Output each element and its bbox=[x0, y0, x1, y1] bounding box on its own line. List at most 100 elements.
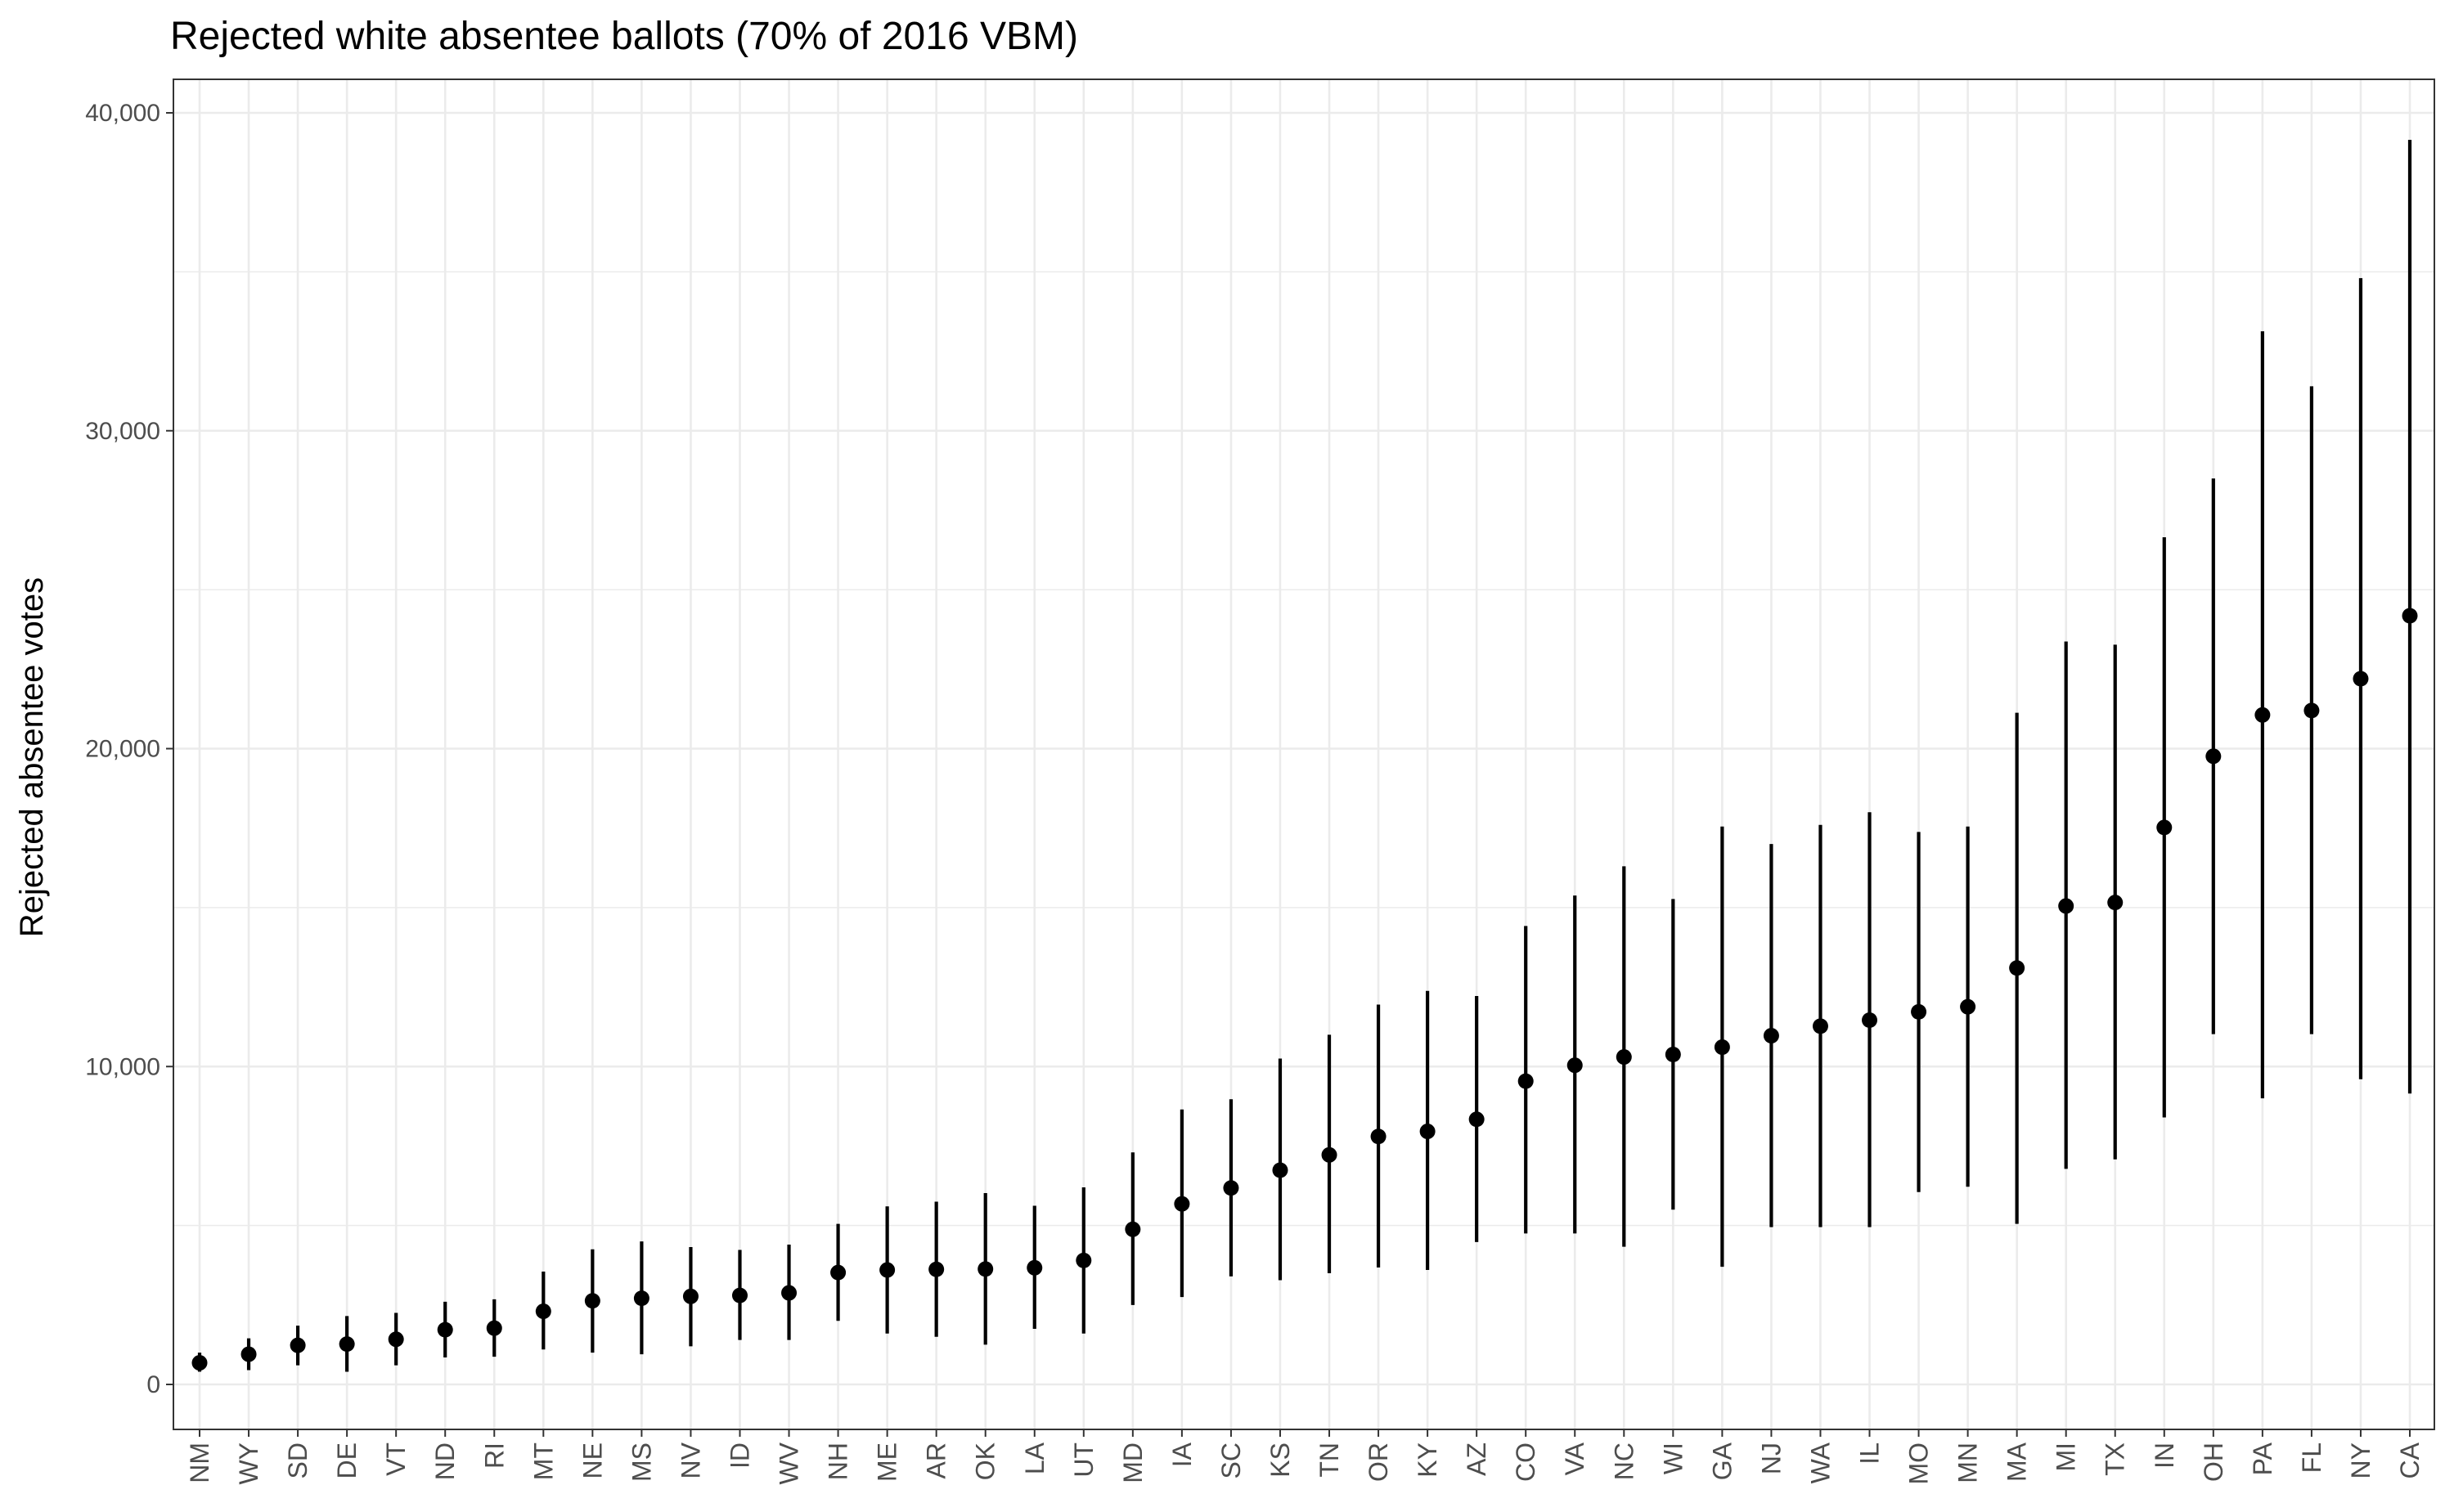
x-tick-label-vt: VT bbox=[381, 1442, 411, 1476]
point-ia bbox=[1174, 1196, 1190, 1212]
point-wv bbox=[781, 1285, 798, 1301]
point-wi bbox=[1665, 1046, 1681, 1062]
point-nd bbox=[437, 1321, 453, 1338]
point-in bbox=[2156, 819, 2173, 836]
x-tick-label-la: LA bbox=[1020, 1442, 1049, 1474]
point-or bbox=[1370, 1128, 1387, 1145]
point-nj bbox=[1763, 1028, 1779, 1044]
point-wy bbox=[240, 1346, 257, 1362]
x-tick-label-ca: CA bbox=[2395, 1442, 2425, 1478]
x-tick-label-nv: NV bbox=[676, 1442, 705, 1478]
x-tick-label-oh: OH bbox=[2199, 1442, 2228, 1482]
x-tick-label-md: MD bbox=[1118, 1442, 1148, 1483]
x-tick-label-or: OR bbox=[1364, 1442, 1393, 1482]
point-sc bbox=[1223, 1180, 1239, 1196]
x-tick-label-ms: MS bbox=[627, 1442, 656, 1482]
x-tick-label-mt: MT bbox=[528, 1442, 558, 1480]
data-points bbox=[191, 608, 2418, 1371]
x-tick-label-wa: WA bbox=[1805, 1442, 1835, 1483]
point-mo bbox=[1911, 1003, 1927, 1020]
x-tick-label-sc: SC bbox=[1216, 1442, 1246, 1478]
x-tick-label-va: VA bbox=[1560, 1442, 1589, 1475]
y-axis-label: Rejected absentee votes bbox=[14, 577, 50, 937]
x-tick-label-ga: GA bbox=[1707, 1442, 1737, 1480]
x-tick-label-ky: KY bbox=[1413, 1442, 1442, 1478]
x-tick-label-wv: WV bbox=[775, 1442, 804, 1484]
point-vt bbox=[388, 1331, 404, 1348]
y-axis-ticks: 0 10,000 20,000 30,000 40,000 bbox=[85, 100, 173, 1398]
x-tick-label-mo: MO bbox=[1904, 1442, 1934, 1485]
point-ma bbox=[2009, 960, 2025, 976]
x-tick-label-fl: FL bbox=[2297, 1442, 2326, 1473]
point-oh bbox=[2205, 748, 2222, 765]
x-tick-label-co: CO bbox=[1511, 1442, 1540, 1482]
x-tick-label-wi: WI bbox=[1658, 1442, 1688, 1474]
plot-panel bbox=[173, 79, 2434, 1429]
point-id bbox=[731, 1287, 748, 1303]
point-mi bbox=[2058, 898, 2074, 914]
point-ms bbox=[633, 1290, 649, 1307]
y-tick-label: 20,000 bbox=[85, 736, 160, 763]
point-tn bbox=[1321, 1146, 1337, 1163]
point-md bbox=[1125, 1221, 1141, 1237]
x-tick-label-wy: WY bbox=[234, 1442, 263, 1485]
point-ri bbox=[486, 1320, 502, 1336]
x-tick-label-ri: RI bbox=[479, 1442, 509, 1469]
point-fl bbox=[2303, 702, 2320, 719]
y-tick-label: 0 bbox=[146, 1371, 160, 1398]
point-ut bbox=[1076, 1252, 1092, 1268]
x-tick-label-in: IN bbox=[2150, 1442, 2179, 1469]
x-tick-label-sd: SD bbox=[283, 1442, 312, 1478]
point-co bbox=[1517, 1073, 1534, 1089]
point-ca bbox=[2402, 608, 2418, 624]
point-nc bbox=[1616, 1049, 1632, 1066]
y-tick-label: 30,000 bbox=[85, 418, 160, 445]
point-ks bbox=[1272, 1162, 1288, 1178]
x-tick-label-ma: MA bbox=[2002, 1442, 2032, 1482]
x-tick-label-nd: ND bbox=[430, 1442, 460, 1480]
x-tick-label-nc: NC bbox=[1609, 1442, 1638, 1480]
x-tick-label-il: IL bbox=[1855, 1442, 1885, 1465]
y-tick-label: 40,000 bbox=[85, 100, 160, 127]
point-nm bbox=[191, 1355, 208, 1371]
panel-border bbox=[173, 79, 2435, 1430]
point-nh bbox=[830, 1264, 847, 1281]
x-tick-label-mn: MN bbox=[1953, 1442, 1983, 1483]
chart-title: Rejected white absentee ballots (70% of … bbox=[170, 15, 1078, 58]
x-tick-label-ok: OK bbox=[971, 1442, 1000, 1480]
x-tick-label-tn: TN bbox=[1315, 1442, 1344, 1478]
point-ny bbox=[2353, 671, 2369, 687]
point-mt bbox=[535, 1303, 551, 1320]
point-ga bbox=[1714, 1039, 1730, 1056]
x-tick-label-az: AZ bbox=[1462, 1442, 1491, 1476]
x-tick-label-nj: NJ bbox=[1756, 1442, 1786, 1474]
point-de bbox=[339, 1336, 355, 1353]
x-tick-label-ks: KS bbox=[1265, 1442, 1295, 1478]
point-mn bbox=[1960, 998, 1976, 1015]
x-tick-label-tx: TX bbox=[2101, 1442, 2130, 1476]
x-tick-label-mi: MI bbox=[2052, 1442, 2081, 1472]
x-tick-label-de: DE bbox=[332, 1442, 362, 1478]
point-sd bbox=[290, 1337, 306, 1353]
point-va bbox=[1566, 1057, 1583, 1074]
point-az bbox=[1468, 1111, 1485, 1128]
point-la bbox=[1027, 1259, 1043, 1276]
point-wa bbox=[1812, 1018, 1828, 1034]
point-nv bbox=[682, 1288, 699, 1304]
x-tick-label-nm: NM bbox=[185, 1442, 214, 1483]
x-tick-label-me: ME bbox=[873, 1442, 902, 1482]
x-tick-label-ar: AR bbox=[922, 1442, 951, 1478]
x-tick-label-ut: UT bbox=[1069, 1442, 1099, 1478]
x-axis-ticks: NM WY SD DE VT ND RI MT NE MS NV ID WV NH ME AR OK LA UT MD… bbox=[185, 1429, 2425, 1485]
x-tick-label-ny: NY bbox=[2346, 1442, 2375, 1478]
point-me bbox=[879, 1262, 896, 1278]
x-tick-label-nh: NH bbox=[824, 1442, 853, 1480]
point-ar bbox=[928, 1261, 945, 1277]
y-tick-label: 10,000 bbox=[85, 1053, 160, 1080]
point-il bbox=[1862, 1012, 1878, 1028]
point-pa bbox=[2254, 707, 2271, 723]
x-tick-label-ia: IA bbox=[1167, 1442, 1197, 1467]
point-ne bbox=[584, 1293, 600, 1309]
x-tick-label-id: ID bbox=[725, 1442, 754, 1469]
